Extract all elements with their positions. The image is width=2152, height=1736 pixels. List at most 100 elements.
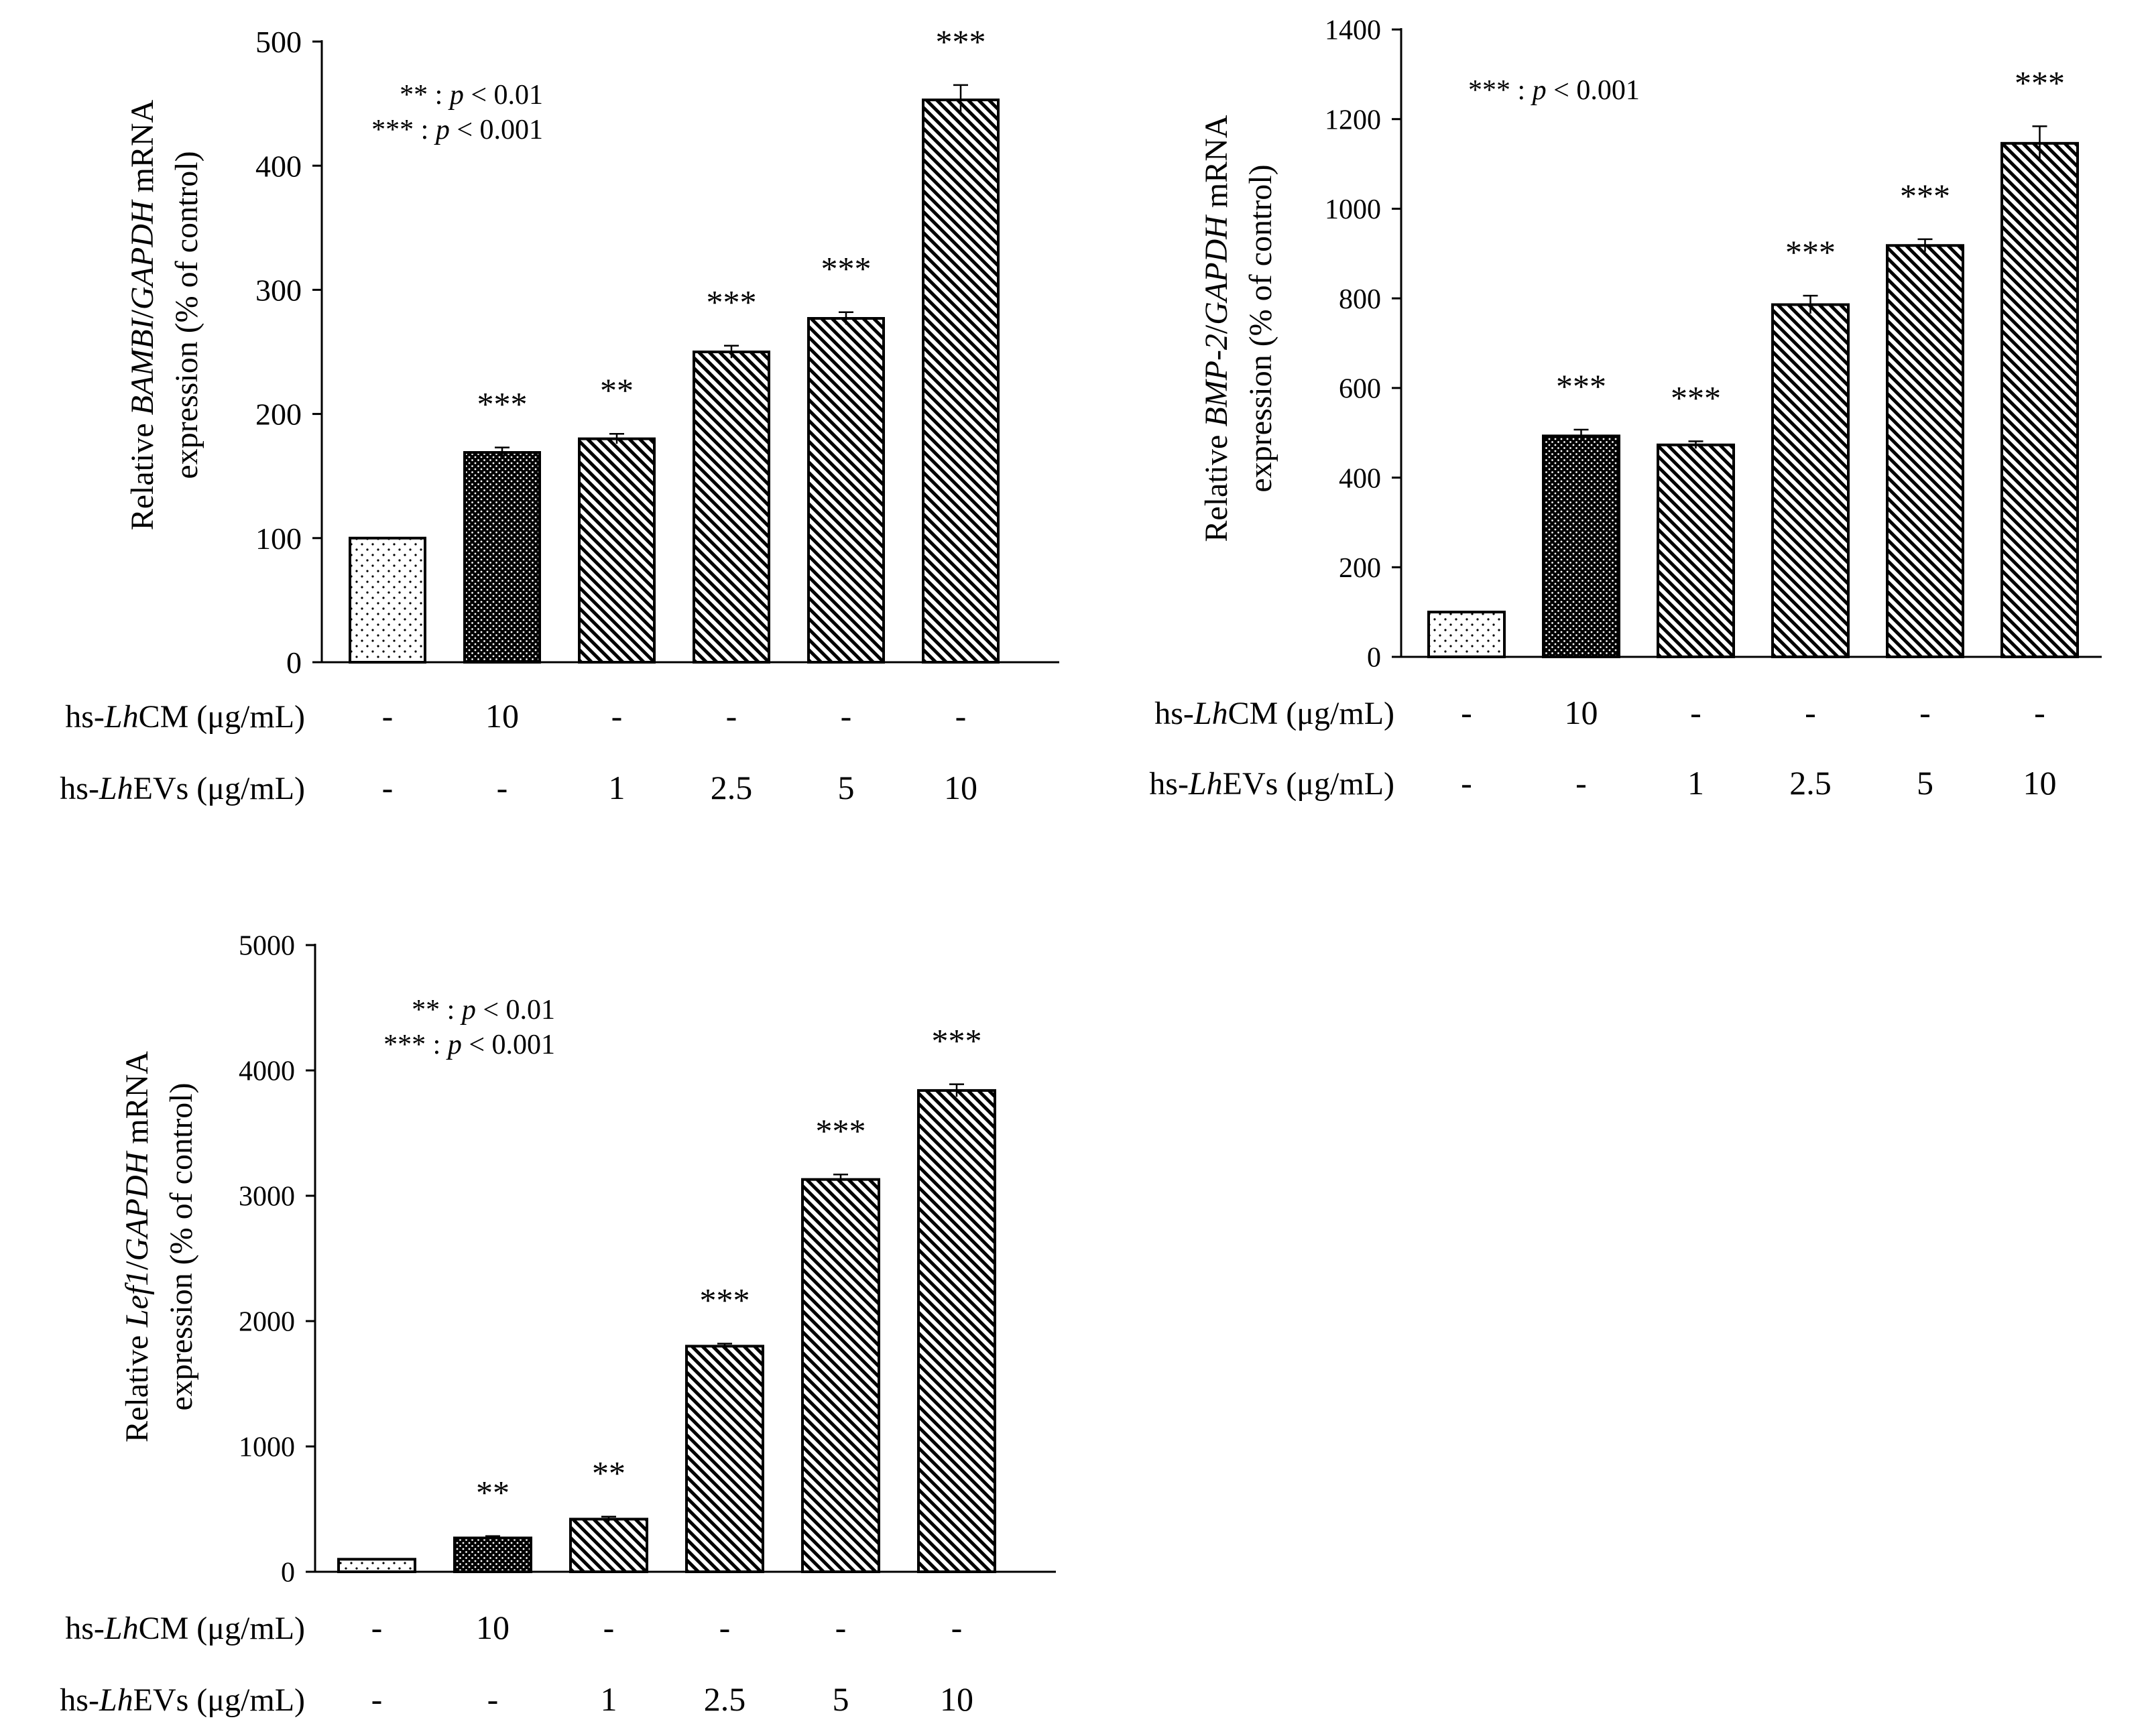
y-tick-label: 0 — [281, 1558, 295, 1589]
chart-bmp2: 0 200 400 600 800 1000 1200 1400 Relative BMP-2/… — [1149, 15, 2102, 802]
bar — [917, 1089, 996, 1574]
treatment-value: 2.5 — [704, 1680, 746, 1718]
treatment-value: - — [487, 1680, 499, 1718]
treatment-value: - — [719, 1609, 731, 1646]
bar — [337, 1558, 416, 1574]
treatment-value: - — [371, 1680, 383, 1718]
y-tick-label: 300 — [255, 273, 302, 308]
y-tick-label: 3000 — [239, 1182, 295, 1213]
y-axis-title: Relative Lef1/GAPDH mRNA — [119, 1051, 155, 1442]
y-tick-label: 400 — [1339, 463, 1381, 494]
treatment-row-label: hs-LhEVs (μg/mL) — [1149, 766, 1394, 802]
bar — [569, 1517, 648, 1573]
y-tick-label: 0 — [1367, 643, 1381, 674]
y-tick-label: 200 — [1339, 553, 1381, 584]
bar — [578, 437, 656, 664]
y-tick-label: 1200 — [1325, 105, 1381, 135]
bar — [2000, 141, 2079, 658]
bar — [453, 1536, 532, 1574]
treatment-value: - — [1461, 764, 1472, 802]
treatment-value: 1 — [601, 1680, 617, 1718]
treatment-value: - — [835, 1609, 847, 1646]
treatment-value: 1 — [609, 769, 625, 806]
bar — [1542, 434, 1620, 658]
y-tick-label: 1000 — [1325, 194, 1381, 225]
y-axis-title-line2: expression (% of control) — [164, 1082, 199, 1410]
treatment-value: - — [726, 697, 737, 735]
treatment-value: 10 — [2023, 764, 2057, 802]
y-tick-label: 1000 — [239, 1432, 295, 1463]
treatment-row-label: hs-LhCM (μg/mL) — [1154, 696, 1394, 731]
treatment-value: 5 — [833, 1680, 849, 1718]
treatment-value: 10 — [1565, 694, 1598, 731]
y-axis-title-line2: expression (% of control) — [1243, 164, 1278, 492]
treatment-value: 10 — [485, 697, 519, 735]
chart-bambi: 0 100 200 300 400 500 Relative BAMBI/GAPDH mRN… — [60, 23, 1059, 806]
significance-label: *** — [936, 23, 986, 60]
bar — [693, 351, 770, 664]
bar — [685, 1345, 764, 1574]
significance-label: *** — [2015, 64, 2065, 101]
treatment-value: - — [1575, 764, 1587, 802]
y-tick-label: 4000 — [239, 1056, 295, 1087]
treatment-row-label: hs-LhEVs (μg/mL) — [60, 771, 305, 806]
treatment-row-label: hs-LhEVs (μg/mL) — [60, 1682, 305, 1718]
treatment-value: - — [382, 697, 394, 735]
treatment-row-label: hs-LhCM (μg/mL) — [65, 1611, 305, 1646]
treatment-value: 10 — [944, 769, 977, 806]
y-tick-label: 400 — [255, 149, 302, 183]
bar — [807, 316, 885, 664]
y-axis-title: Relative BMP-2/GAPDH mRNA — [1199, 115, 1234, 542]
treatment-value: - — [1461, 694, 1472, 731]
treatment-value: - — [1805, 694, 1816, 731]
y-tick-label: 100 — [255, 521, 302, 556]
bar — [349, 536, 426, 664]
significance-label: ** — [600, 371, 634, 409]
significance-label: *** — [700, 1282, 750, 1319]
y-tick-label: 5000 — [239, 931, 295, 962]
treatment-value: - — [371, 1609, 383, 1646]
y-tick-label: 2000 — [239, 1307, 295, 1338]
significance-label: *** — [1671, 379, 1721, 416]
treatment-value: - — [1919, 694, 1931, 731]
significance-label: *** — [707, 284, 757, 321]
y-tick-label: 500 — [255, 25, 302, 59]
significance-label: *** — [477, 385, 528, 423]
significance-legend: ** : p < 0.01 — [400, 80, 543, 111]
treatment-value: 2.5 — [711, 769, 753, 806]
treatment-value: - — [2034, 694, 2045, 731]
bar — [1886, 244, 1964, 659]
treatment-value: - — [955, 697, 967, 735]
bar — [1427, 611, 1506, 659]
y-axis-title: Relative BAMBI/GAPDH mRNA — [125, 99, 160, 530]
treatment-value: 5 — [1917, 764, 1933, 802]
y-tick-label: 600 — [1339, 374, 1381, 405]
treatment-value: 1 — [1687, 764, 1704, 802]
significance-label: *** — [821, 250, 872, 288]
y-axis-title-line2: expression (% of control) — [169, 151, 204, 479]
treatment-value: - — [951, 1609, 963, 1646]
bar — [801, 1178, 880, 1573]
chart-lef1: 0 1000 2000 3000 4000 5000 Relative Lef1/GAPDH… — [60, 931, 1056, 1718]
significance-label: ** — [476, 1474, 510, 1511]
bar — [922, 99, 1000, 664]
treatment-row-label: hs-LhCM (μg/mL) — [65, 699, 305, 735]
significance-label: *** — [932, 1022, 982, 1060]
treatment-value: - — [497, 769, 508, 806]
y-tick-label: 800 — [1339, 284, 1381, 315]
significance-label: ** — [592, 1454, 625, 1492]
treatment-value: - — [841, 697, 852, 735]
significance-label: *** — [1785, 233, 1836, 271]
bar — [1771, 303, 1850, 658]
y-tick-label: 0 — [286, 645, 302, 680]
bar — [463, 451, 541, 664]
treatment-value: 10 — [476, 1609, 510, 1646]
treatment-value: - — [382, 769, 394, 806]
significance-label: *** — [816, 1112, 866, 1150]
significance-legend: *** : p < 0.001 — [371, 115, 543, 145]
significance-legend: ** : p < 0.01 — [412, 995, 555, 1026]
significance-label: *** — [1900, 177, 1950, 214]
bar — [1657, 443, 1735, 658]
treatment-value: 2.5 — [1789, 764, 1832, 802]
